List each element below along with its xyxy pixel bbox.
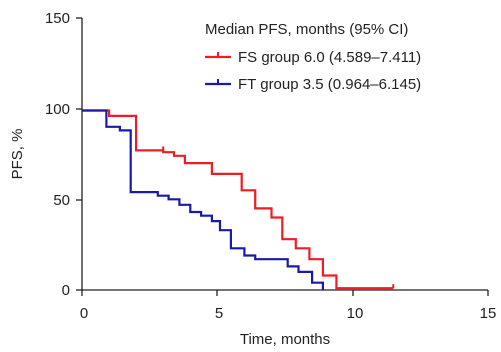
x-tick-label: 0 xyxy=(80,305,88,322)
x-tick-label: 10 xyxy=(347,305,364,322)
ft-group-curve xyxy=(82,109,324,290)
y-ticks: 0 50 100 150 xyxy=(45,10,82,299)
axes xyxy=(81,18,488,291)
y-tick-label: 100 xyxy=(45,101,70,118)
censor-marks xyxy=(162,146,395,289)
y-tick-label: 50 xyxy=(53,192,70,209)
series-lines xyxy=(82,109,394,290)
y-axis-label: PFS, % xyxy=(9,129,26,180)
fs-group-curve xyxy=(82,109,394,290)
legend-title: Median PFS, months (95% CI) xyxy=(205,21,408,38)
x-tick-label: 15 xyxy=(480,305,497,322)
x-tick-label: 5 xyxy=(215,305,223,322)
legend-label-ft-group: FT group 3.5 (0.964–6.145) xyxy=(238,76,421,93)
x-axis-label: Time, months xyxy=(240,331,330,348)
legend: Median PFS, months (95% CI) FS group 6.0… xyxy=(205,21,421,93)
legend-label-fs-group: FS group 6.0 (4.589–7.411) xyxy=(238,49,421,66)
x-ticks: 0 5 10 15 xyxy=(80,290,497,322)
y-tick-label: 150 xyxy=(45,10,70,27)
y-tick-label: 0 xyxy=(62,282,70,299)
